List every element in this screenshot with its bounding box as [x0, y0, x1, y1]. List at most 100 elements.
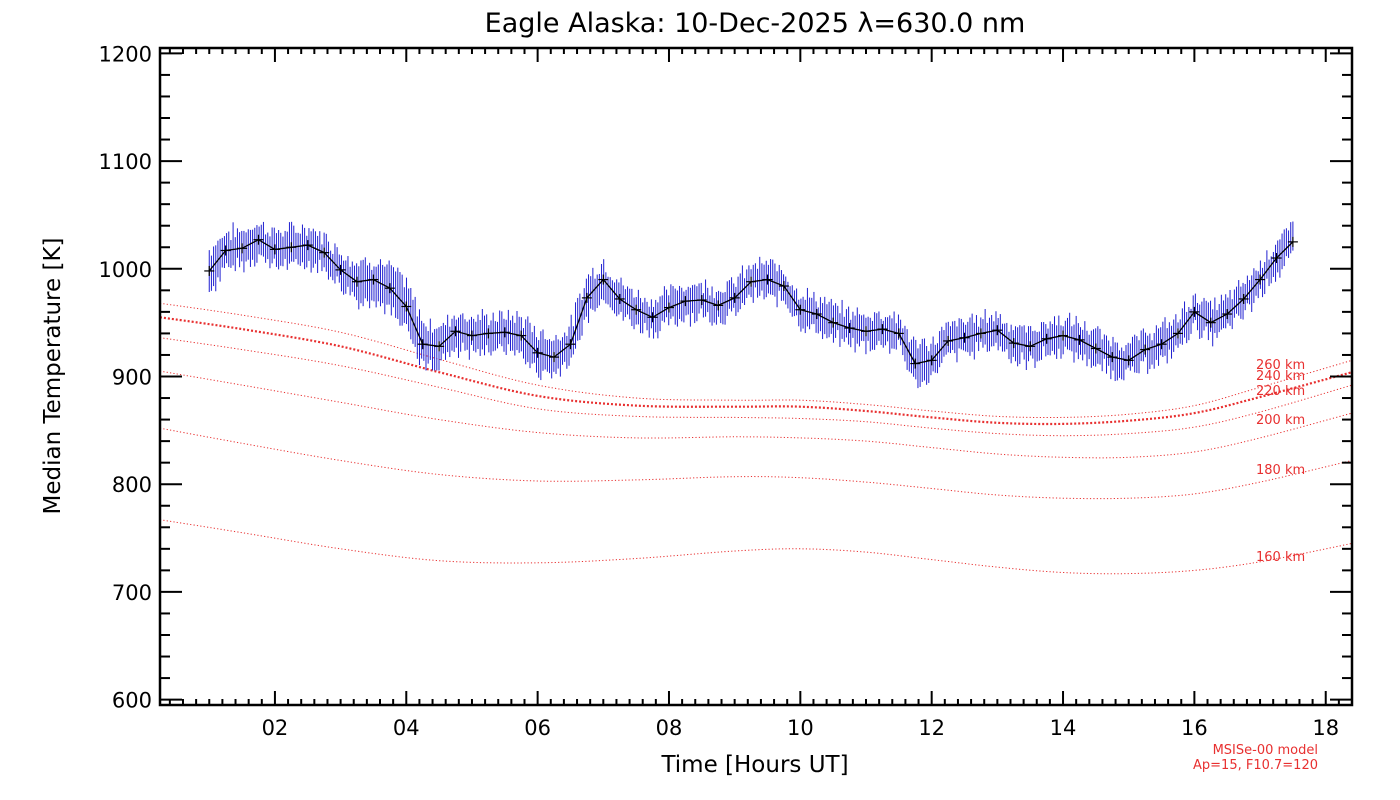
data-point — [368, 274, 379, 285]
data-point — [450, 326, 461, 337]
data-point — [286, 242, 297, 253]
data-point — [1287, 236, 1298, 247]
data-point — [384, 283, 395, 294]
y-tick-label: 1100 — [99, 150, 152, 174]
data-point — [1107, 352, 1118, 363]
data-point — [943, 335, 954, 346]
model-curve-180-km — [159, 427, 1353, 500]
data-point — [220, 245, 231, 256]
data-point — [746, 276, 757, 287]
data-point — [401, 301, 412, 312]
x-tick-label: 14 — [1050, 716, 1077, 740]
data-point — [598, 274, 609, 285]
x-tick-label: 02 — [262, 716, 289, 740]
data-point — [1123, 355, 1134, 366]
x-tick-label: 10 — [787, 716, 814, 740]
model-label-200-km: 200 km — [1256, 413, 1305, 428]
data-point — [1222, 309, 1233, 320]
model-curve-200-km — [159, 370, 1353, 459]
x-tick-label: 12 — [918, 716, 945, 740]
data-point — [910, 358, 921, 369]
data-point — [466, 330, 477, 341]
data-point — [532, 347, 543, 358]
data-point — [680, 296, 691, 307]
data-point — [811, 309, 822, 320]
data-point — [1156, 339, 1167, 350]
data-point — [1008, 338, 1019, 349]
data-point — [647, 312, 658, 323]
y-tick-label: 800 — [112, 473, 152, 497]
data-point — [549, 352, 560, 363]
data-point — [1074, 334, 1085, 345]
data-point — [828, 317, 839, 328]
data-point — [614, 293, 625, 304]
x-tick-label: 04 — [393, 716, 420, 740]
y-tick-label: 1200 — [99, 42, 152, 66]
model-curve-160-km — [159, 519, 1353, 575]
data-point — [417, 339, 428, 350]
model-label-220-km: 220 km — [1256, 384, 1305, 399]
data-point — [565, 339, 576, 350]
model-curve-220-km — [159, 337, 1353, 437]
data-point — [1058, 330, 1069, 341]
y-tick-label: 1000 — [99, 258, 152, 282]
data-point — [319, 247, 330, 258]
data-point — [1041, 333, 1052, 344]
y-axis-title: Median Temperature [K] — [40, 238, 66, 515]
data-point — [302, 240, 313, 251]
data-point — [499, 327, 510, 338]
model-label-260-km: 260 km — [1256, 358, 1305, 373]
data-point — [204, 265, 215, 276]
model-label-160-km: 160 km — [1256, 550, 1305, 565]
model-note-line-1: MSISe-00 model — [1213, 743, 1318, 758]
chart-title: Eagle Alaska: 10-Dec-2025 λ=630.0 nm — [485, 8, 1026, 39]
data-point — [269, 244, 280, 255]
model-label-240-km: 240 km — [1256, 369, 1305, 384]
data-point — [663, 302, 674, 313]
data-point — [434, 341, 445, 352]
x-tick-label: 08 — [656, 716, 683, 740]
plot-frame — [158, 46, 1354, 707]
data-point — [237, 243, 248, 254]
x-tick-label: 18 — [1312, 716, 1339, 740]
data-point — [861, 326, 872, 337]
data-point — [483, 328, 494, 339]
model-curve-240-km — [159, 316, 1353, 426]
data-point — [581, 292, 592, 303]
data-point — [795, 304, 806, 315]
data-point — [975, 328, 986, 339]
data-point — [729, 292, 740, 303]
data-point — [1189, 306, 1200, 317]
y-tick-label: 700 — [112, 581, 152, 605]
data-point — [992, 325, 1003, 336]
x-axis-title: Time [Hours UT] — [660, 752, 848, 778]
data-point — [1238, 293, 1249, 304]
data-point — [516, 330, 527, 341]
data-point — [352, 276, 363, 287]
data-point — [1090, 343, 1101, 354]
data-point — [959, 332, 970, 343]
data-point — [926, 355, 937, 366]
y-tick-label: 600 — [112, 689, 152, 713]
data-point — [762, 274, 773, 285]
data-point — [1205, 317, 1216, 328]
model-note-line-2: Ap=15, F10.7=120 — [1193, 758, 1318, 773]
data-point — [1025, 341, 1036, 352]
data-point — [877, 324, 888, 335]
data-point — [778, 281, 789, 292]
data-point — [1140, 344, 1151, 355]
model-label-180-km: 180 km — [1256, 463, 1305, 478]
x-tick-label: 16 — [1181, 716, 1208, 740]
y-tick-label: 900 — [112, 366, 152, 390]
error-bars — [208, 221, 1294, 389]
data-point — [1172, 328, 1183, 339]
data-point — [696, 295, 707, 306]
data-point — [1255, 274, 1266, 285]
x-tick-label: 06 — [524, 716, 551, 740]
data-point — [631, 304, 642, 315]
data-point — [713, 300, 724, 311]
data-point — [844, 323, 855, 334]
model-curves — [159, 302, 1353, 575]
